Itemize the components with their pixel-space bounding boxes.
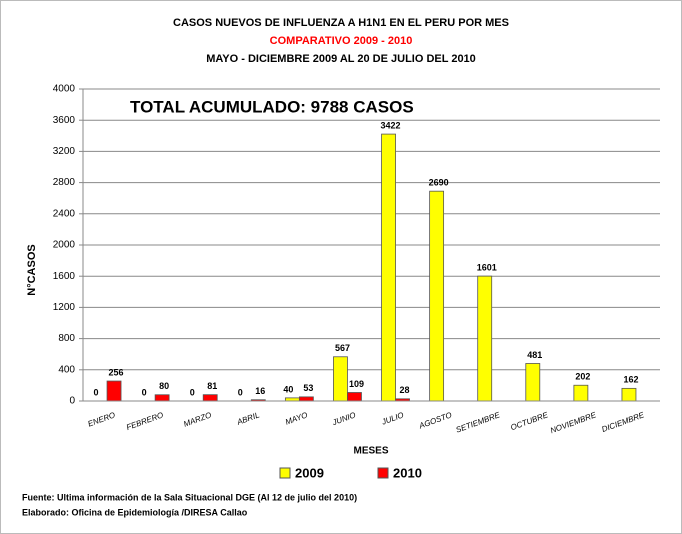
y-tick-label: 3600 bbox=[53, 115, 76, 126]
chart-subtitle: COMPARATIVO 2009 - 2010 bbox=[270, 35, 413, 47]
bar bbox=[154, 394, 170, 402]
bar bbox=[347, 392, 362, 402]
bar bbox=[106, 380, 122, 402]
y-tick-label: 1200 bbox=[53, 302, 76, 313]
y-tick-label: 1600 bbox=[53, 271, 76, 282]
bar bbox=[298, 396, 314, 402]
bar bbox=[573, 384, 589, 402]
y-tick-label: 2400 bbox=[53, 208, 76, 219]
data-label: 0 bbox=[142, 387, 147, 397]
y-axis-label: N°CASOS bbox=[26, 244, 38, 295]
data-label: 53 bbox=[303, 383, 313, 393]
data-label: 3422 bbox=[381, 120, 401, 130]
legend-swatch bbox=[279, 467, 291, 479]
data-label: 28 bbox=[400, 385, 410, 395]
data-label: 0 bbox=[238, 387, 243, 397]
bar bbox=[477, 275, 493, 402]
data-label: 0 bbox=[190, 387, 195, 397]
legend-swatch bbox=[377, 467, 389, 479]
bar bbox=[333, 356, 348, 402]
data-label: 80 bbox=[159, 381, 169, 391]
y-tick-label: 4000 bbox=[53, 84, 76, 95]
legend-label: 2010 bbox=[393, 465, 422, 480]
data-label: 1601 bbox=[477, 262, 497, 272]
data-label: 481 bbox=[527, 350, 542, 360]
bar bbox=[621, 387, 637, 402]
footnote: Fuente: Ultima información de la Sala Si… bbox=[22, 492, 357, 502]
chart-subtitle: MAYO - DICIEMBRE 2009 AL 20 DE JULIO DEL… bbox=[206, 53, 476, 65]
data-label: 109 bbox=[349, 379, 364, 389]
data-label: 162 bbox=[623, 375, 638, 385]
data-label: 81 bbox=[207, 381, 217, 391]
y-tick-label: 800 bbox=[58, 333, 75, 344]
bar bbox=[381, 133, 396, 402]
bar bbox=[202, 394, 218, 402]
x-axis-label: MESES bbox=[353, 446, 388, 457]
legend-label: 2009 bbox=[295, 465, 324, 480]
y-tick-label: 400 bbox=[58, 364, 75, 375]
chart-title: CASOS NUEVOS DE INFLUENZA A H1N1 EN EL P… bbox=[173, 17, 509, 29]
data-label: 0 bbox=[94, 387, 99, 397]
data-label: 16 bbox=[255, 386, 265, 396]
data-label: 40 bbox=[283, 384, 293, 394]
bar bbox=[429, 190, 445, 402]
y-tick-label: 0 bbox=[69, 396, 75, 407]
data-label: 202 bbox=[575, 372, 590, 382]
footnote: Elaborado: Oficina de Epidemiología /DIR… bbox=[22, 507, 248, 517]
y-tick-label: 2800 bbox=[53, 177, 76, 188]
data-label: 567 bbox=[335, 343, 350, 353]
y-tick-label: 3200 bbox=[53, 146, 76, 157]
y-tick-label: 2000 bbox=[53, 240, 76, 251]
data-label: 2690 bbox=[429, 178, 449, 188]
annotation: TOTAL ACUMULADO: 9788 CASOS bbox=[130, 97, 414, 116]
data-label: 256 bbox=[109, 367, 124, 377]
bar bbox=[525, 363, 541, 402]
